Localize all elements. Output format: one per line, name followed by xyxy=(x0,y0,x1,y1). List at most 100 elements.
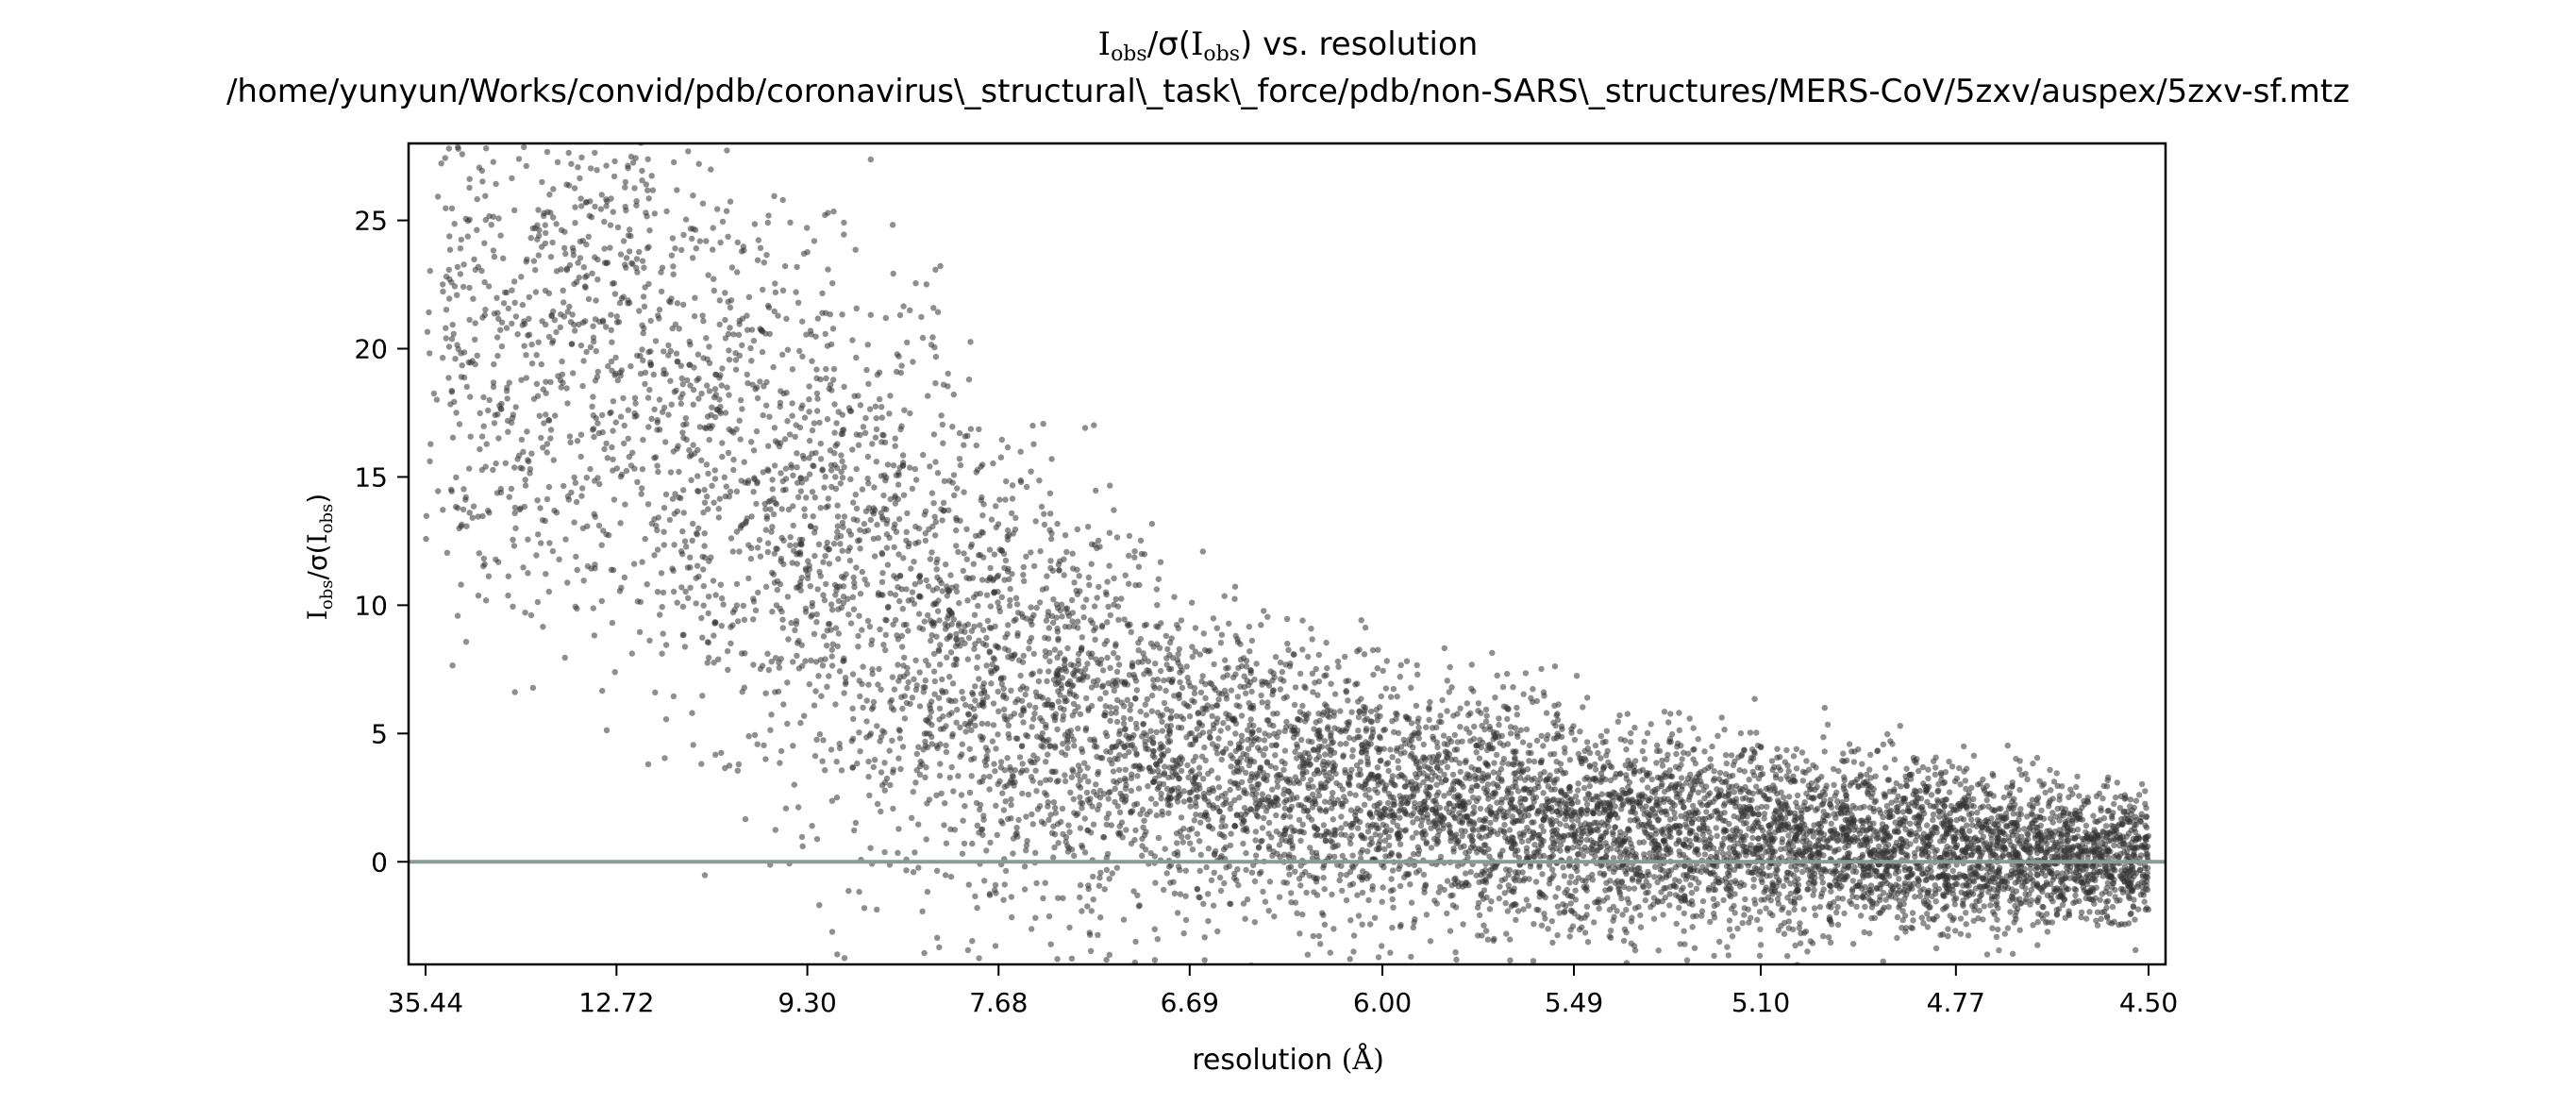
data-point xyxy=(1974,809,1981,816)
data-point xyxy=(853,465,860,473)
data-point xyxy=(907,307,913,313)
data-point xyxy=(491,360,497,368)
data-point xyxy=(979,627,987,633)
data-point xyxy=(1785,794,1793,800)
data-point xyxy=(617,520,624,527)
data-point xyxy=(1165,810,1172,816)
data-point xyxy=(928,637,934,645)
data-point xyxy=(494,352,501,360)
data-point xyxy=(1450,845,1457,852)
data-point xyxy=(727,304,734,311)
data-point xyxy=(565,149,572,157)
data-point xyxy=(1339,786,1347,793)
data-point xyxy=(500,300,508,307)
data-point xyxy=(990,700,997,707)
data-point xyxy=(819,662,827,669)
data-point xyxy=(1723,862,1731,870)
data-point xyxy=(1531,758,1538,765)
data-point xyxy=(685,148,692,155)
data-point xyxy=(941,477,948,484)
data-point xyxy=(1370,671,1377,678)
data-point xyxy=(825,621,832,628)
data-point xyxy=(912,779,919,786)
data-point xyxy=(1290,734,1297,741)
data-point xyxy=(954,706,961,713)
data-point xyxy=(1381,726,1389,733)
data-point xyxy=(545,417,553,424)
data-point xyxy=(719,365,726,372)
data-point xyxy=(879,570,886,577)
data-point xyxy=(1347,790,1354,797)
data-point xyxy=(719,440,726,446)
data-point xyxy=(2103,912,2111,920)
data-point xyxy=(718,594,726,602)
data-point xyxy=(733,602,741,609)
data-point xyxy=(947,572,954,578)
data-point xyxy=(1681,941,1688,947)
data-point xyxy=(1143,846,1149,853)
data-point xyxy=(528,360,536,367)
data-point xyxy=(1057,558,1063,564)
data-point xyxy=(1653,760,1660,766)
data-point xyxy=(1050,799,1058,806)
data-point xyxy=(728,297,735,304)
data-point xyxy=(1751,695,1758,702)
data-point xyxy=(1043,759,1049,765)
data-point xyxy=(2073,783,2080,791)
data-point xyxy=(698,390,705,397)
data-point xyxy=(980,774,987,780)
data-point xyxy=(784,418,791,425)
data-point xyxy=(734,767,741,774)
data-point xyxy=(1164,801,1172,808)
data-point xyxy=(2083,822,2090,829)
data-point xyxy=(680,631,687,638)
data-point xyxy=(550,214,557,221)
data-point xyxy=(486,396,493,404)
data-point xyxy=(863,718,870,725)
data-point xyxy=(763,513,770,520)
data-point xyxy=(577,342,585,349)
data-point xyxy=(453,474,460,481)
data-point xyxy=(1099,667,1107,674)
data-point xyxy=(695,395,702,402)
data-point xyxy=(1499,760,1506,766)
data-point xyxy=(656,315,662,322)
data-point xyxy=(1681,872,1687,879)
data-point xyxy=(1933,913,1940,920)
data-point xyxy=(1182,916,1190,924)
data-point xyxy=(1088,684,1096,691)
data-point xyxy=(1054,654,1061,661)
data-point xyxy=(1538,665,1545,673)
data-point xyxy=(1909,925,1916,931)
data-point xyxy=(1516,817,1523,824)
data-point xyxy=(1163,687,1169,695)
plot-area xyxy=(407,142,2167,966)
data-point xyxy=(955,548,962,556)
data-point xyxy=(580,578,587,584)
data-point xyxy=(753,500,760,508)
data-point xyxy=(872,434,879,441)
data-point xyxy=(1270,711,1277,717)
data-point xyxy=(771,550,778,557)
data-point xyxy=(770,511,778,518)
data-point xyxy=(718,749,725,756)
data-point xyxy=(856,729,862,736)
data-point xyxy=(1780,882,1787,890)
chart-title-text: vs. resolution xyxy=(1263,25,1478,63)
data-point xyxy=(1112,785,1118,793)
data-point xyxy=(1337,708,1344,714)
data-point xyxy=(1231,595,1238,602)
data-point xyxy=(524,428,530,435)
data-point xyxy=(855,393,861,399)
data-point xyxy=(781,436,789,443)
data-point xyxy=(472,266,478,274)
data-point xyxy=(1703,783,1710,790)
data-point xyxy=(1566,757,1574,763)
data-point xyxy=(1113,668,1121,676)
data-point xyxy=(541,420,547,427)
data-point xyxy=(820,633,828,640)
data-point xyxy=(1654,879,1661,886)
data-point xyxy=(1062,772,1068,779)
data-point xyxy=(695,525,702,532)
data-point xyxy=(841,955,848,962)
